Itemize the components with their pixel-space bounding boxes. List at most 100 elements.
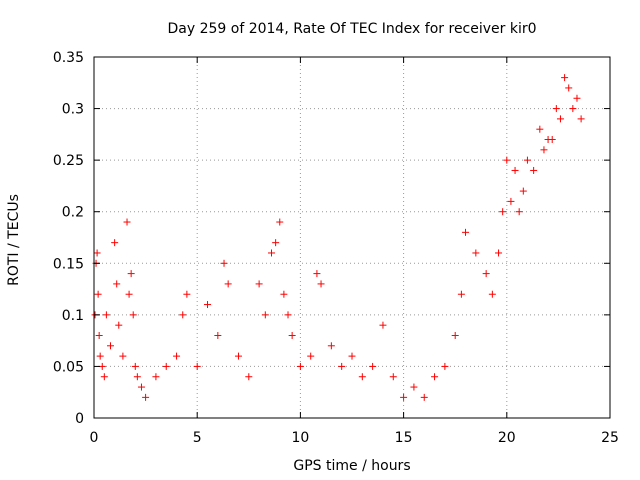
data-point [482,270,490,278]
data-point [410,383,418,391]
data-point [113,280,121,288]
x-tick-label: 25 [601,430,619,446]
data-point [389,373,397,381]
data-point [133,373,141,381]
data-point [131,362,139,370]
data-point [204,301,212,309]
data-point [338,362,346,370]
data-point [179,311,187,319]
x-tick-label: 5 [193,430,202,446]
data-point [234,352,242,360]
data-point [123,218,131,226]
data-point [530,166,538,174]
data-point [358,373,366,381]
data-point [127,270,135,278]
data-point [573,94,581,102]
y-tick-label: 0.2 [62,205,84,221]
data-point [348,352,356,360]
data-points [91,74,585,401]
data-point [441,362,449,370]
y-tick-label: 0.25 [53,153,84,169]
data-point [561,74,569,82]
data-point [307,352,315,360]
data-point [162,362,170,370]
data-point [276,218,284,226]
x-tick-label: 10 [291,430,309,446]
data-point [519,187,527,195]
data-point [111,239,119,247]
data-point [296,362,304,370]
data-point [431,373,439,381]
plot-frame [93,56,611,419]
data-point [255,280,263,288]
data-point [507,197,515,205]
data-point [548,136,556,144]
data-point [523,156,531,164]
data-point [379,321,387,329]
data-point [457,290,465,298]
data-point [503,156,511,164]
data-point [102,311,110,319]
data-point [100,373,108,381]
data-point [280,290,288,298]
data-point [317,280,325,288]
data-point [93,249,101,257]
data-point [94,290,102,298]
data-point [511,166,519,174]
data-point [327,342,335,350]
data-point [556,115,564,123]
data-point [129,311,137,319]
data-point [224,280,232,288]
data-point [173,352,181,360]
data-point [107,342,115,350]
data-point [245,373,253,381]
data-point [137,383,145,391]
data-point [183,290,191,298]
axis-ticks: 0 5 10 15 20 25 0 0.05 0.1 0.15 0.2 0.25 0.3 0.35 [53,50,619,446]
data-point [119,352,127,360]
data-point [284,311,292,319]
data-point [565,84,573,92]
data-point [142,393,150,401]
data-point [261,311,269,319]
grid [94,57,610,418]
data-point [540,146,548,154]
y-tick-label: 0.05 [53,359,84,375]
data-point [499,208,507,216]
y-axis-label: ROTI / TECUs [6,194,22,286]
data-point [552,105,560,113]
data-point [569,105,577,113]
data-point [125,290,133,298]
data-point [272,239,280,247]
data-point [577,115,585,123]
y-tick-label: 0.15 [53,256,84,272]
data-point [400,393,408,401]
data-point [96,352,104,360]
x-tick-label: 15 [395,430,413,446]
data-point [152,373,160,381]
data-point [420,393,428,401]
data-point [462,228,470,236]
data-point [495,249,503,257]
x-tick-label: 20 [498,430,516,446]
y-tick-label: 0.3 [62,102,84,118]
data-point [451,331,459,339]
data-point [488,290,496,298]
data-point [472,249,480,257]
data-point [288,331,296,339]
data-point [95,331,103,339]
x-axis-label: GPS time / hours [293,458,410,474]
y-tick-label: 0.1 [62,308,84,324]
x-tick-label: 0 [90,430,99,446]
y-tick-label: 0 [75,411,84,427]
data-point [214,331,222,339]
data-point [536,125,544,133]
data-point [193,362,201,370]
chart-title: Day 259 of 2014, Rate Of TEC Index for r… [167,21,536,37]
data-point [115,321,123,329]
data-point [515,208,523,216]
data-point [369,362,377,370]
data-point [268,249,276,257]
data-point [220,259,228,267]
y-tick-label: 0.35 [53,50,84,66]
